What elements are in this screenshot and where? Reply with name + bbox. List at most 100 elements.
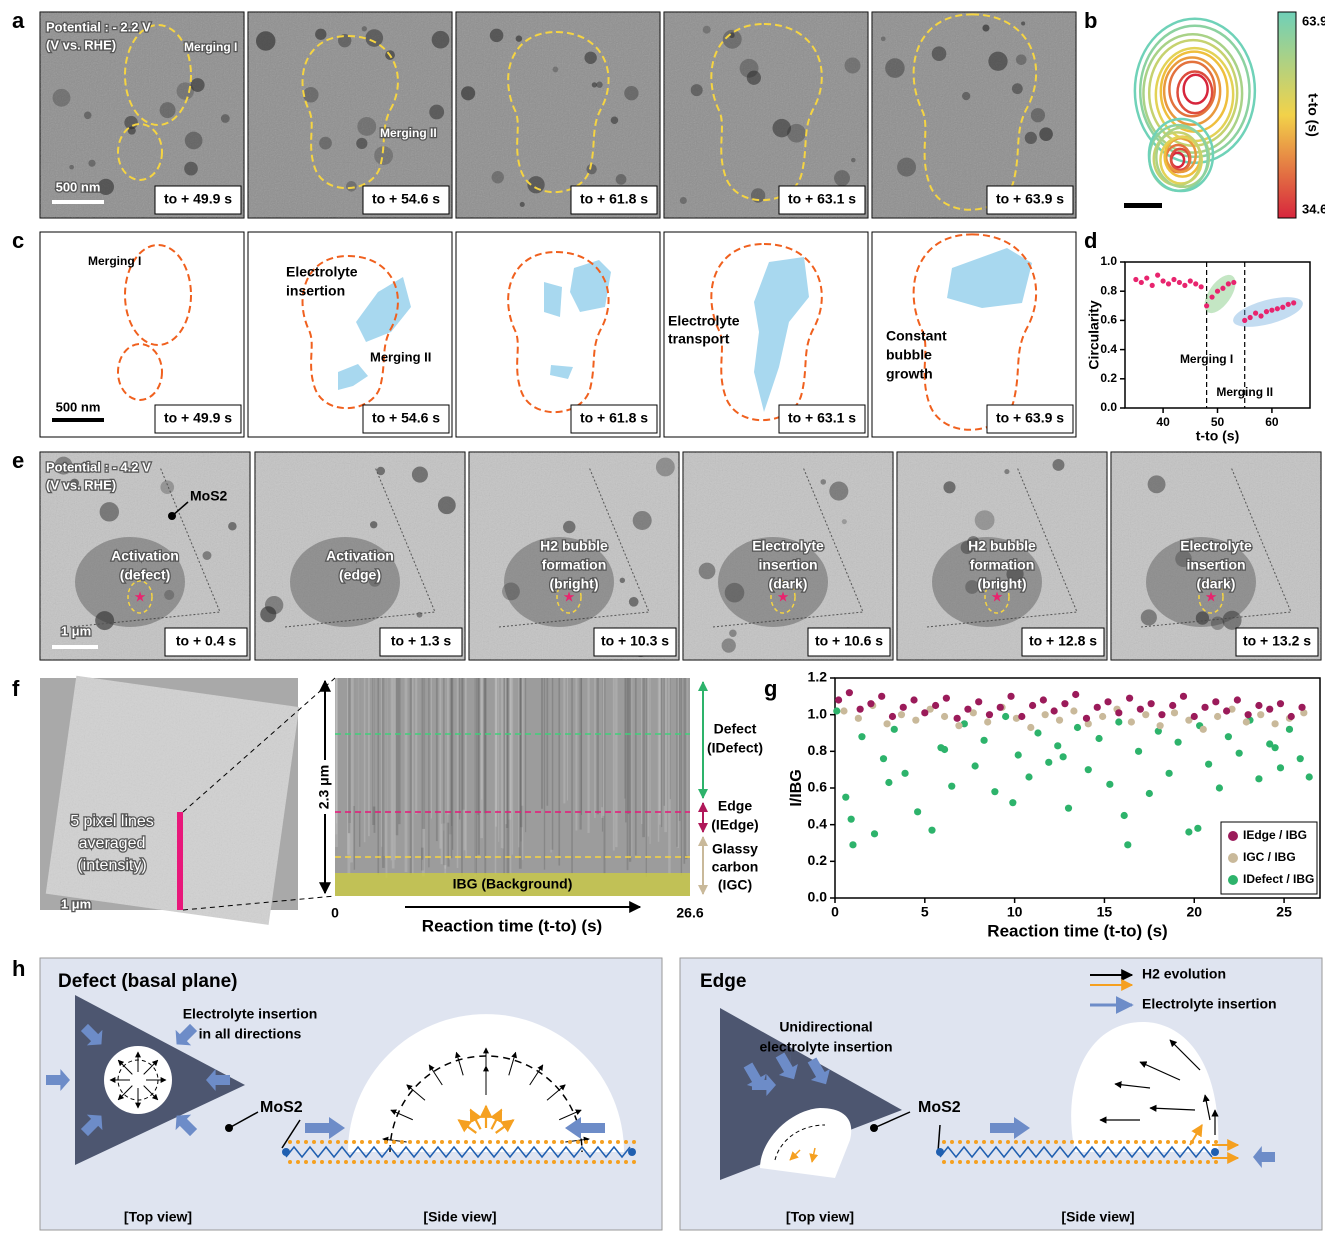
data-point: [912, 717, 919, 724]
annotation: MoS2: [918, 1099, 961, 1116]
data-point: [986, 711, 993, 718]
data-point: [1157, 722, 1164, 729]
data-point: [941, 746, 948, 753]
data-point: [858, 733, 865, 740]
kymograph-stripe: [563, 678, 565, 803]
sulfur: [320, 1140, 324, 1144]
data-point: [1277, 700, 1284, 707]
kymograph-stripe: [686, 678, 688, 855]
sulfur: [982, 1140, 986, 1144]
data-point: [910, 696, 917, 703]
kymograph-stripe: [335, 678, 338, 847]
sulfur: [360, 1140, 364, 1144]
annotation: growth: [886, 366, 933, 382]
scale-bar: [52, 645, 98, 649]
panel-letter: e: [12, 448, 24, 473]
sulfur: [296, 1140, 300, 1144]
data-point: [1034, 729, 1041, 736]
sulfur: [416, 1160, 420, 1164]
sulfur: [1102, 1140, 1106, 1144]
annotation: (dark): [769, 576, 808, 592]
sulfur: [592, 1160, 596, 1164]
dark-spot: [1052, 459, 1064, 471]
data-point: [921, 709, 928, 716]
data-point: [1027, 724, 1034, 731]
data-point: [1269, 308, 1274, 313]
dark-spot: [1039, 127, 1053, 141]
dark-spot: [461, 86, 475, 100]
annotation: Activation: [326, 548, 394, 564]
dark-spot: [616, 174, 627, 185]
legend-swatch: [1228, 853, 1238, 863]
sulfur: [624, 1160, 628, 1164]
time-label: to + 12.8 s: [1029, 633, 1097, 649]
sulfur: [536, 1140, 540, 1144]
time-label: to + 10.3 s: [601, 633, 669, 649]
sulfur: [368, 1160, 372, 1164]
star: ★: [134, 589, 147, 605]
scale-bar-label: 500 nm: [56, 179, 101, 194]
sulfur: [328, 1160, 332, 1164]
data-point: [1054, 742, 1061, 749]
data-point: [1045, 759, 1052, 766]
x-tick-label: 40: [1156, 415, 1170, 429]
kymograph-stripe: [498, 678, 499, 842]
y-axis-label: I/IBG: [788, 769, 805, 806]
sulfur: [1126, 1140, 1130, 1144]
sulfur: [544, 1160, 548, 1164]
colorbar-tick-label: 63.9: [1302, 13, 1325, 28]
sulfur: [1142, 1160, 1146, 1164]
panel-letter: a: [12, 8, 25, 33]
legend-swatch: [1228, 831, 1238, 841]
sulfur: [528, 1160, 532, 1164]
data-point: [914, 808, 921, 815]
annotation: 5 pixel lines: [70, 813, 154, 830]
data-point: [1126, 695, 1133, 702]
data-point: [1158, 711, 1165, 718]
kymograph-stripe: [364, 678, 366, 842]
dark-spot: [611, 117, 618, 124]
data-point: [1007, 693, 1014, 700]
sulfur: [440, 1160, 444, 1164]
legend-label: IEdge / IBG: [1243, 828, 1307, 842]
sulfur: [488, 1160, 492, 1164]
kymograph-stripe: [681, 678, 682, 875]
data-point: [943, 695, 950, 702]
dark-spot: [417, 612, 423, 618]
sulfur: [344, 1140, 348, 1144]
sulfur: [1070, 1140, 1074, 1144]
data-point: [1275, 306, 1280, 311]
kymograph-stripe: [410, 678, 412, 875]
sulfur: [448, 1160, 452, 1164]
data-point: [1188, 278, 1193, 283]
data-point: [1199, 284, 1204, 289]
region-label: (IEdge): [711, 817, 758, 833]
dark-spot: [365, 29, 383, 47]
kymograph-stripe: [392, 678, 395, 868]
dark-spot: [691, 84, 703, 96]
data-point: [898, 711, 905, 718]
scale-bar-label: 1 μm: [61, 623, 91, 638]
dark-spot: [729, 630, 737, 638]
kymograph-stripe: [505, 678, 507, 824]
data-point: [1264, 309, 1269, 314]
time-label: to + 13.2 s: [1243, 633, 1311, 649]
panel-letter: c: [12, 228, 24, 253]
data-point: [1248, 315, 1253, 320]
data-point: [1223, 707, 1230, 714]
kymograph-stripe: [677, 678, 679, 848]
background-label: IBG (Background): [453, 876, 573, 892]
sulfur: [1206, 1160, 1210, 1164]
kymograph-stripe: [602, 678, 604, 816]
sulfur: [1086, 1160, 1090, 1164]
dark-spot: [885, 58, 905, 78]
dark-spot: [699, 563, 716, 580]
kymograph-stripe: [525, 678, 526, 832]
dark-spot: [1016, 54, 1027, 65]
sulfur: [304, 1160, 308, 1164]
dark-spot: [260, 606, 276, 622]
data-point: [1169, 702, 1176, 709]
annotation: Constant: [886, 328, 947, 344]
scale-bar-label: 500 nm: [56, 399, 101, 414]
sulfur: [1046, 1160, 1050, 1164]
